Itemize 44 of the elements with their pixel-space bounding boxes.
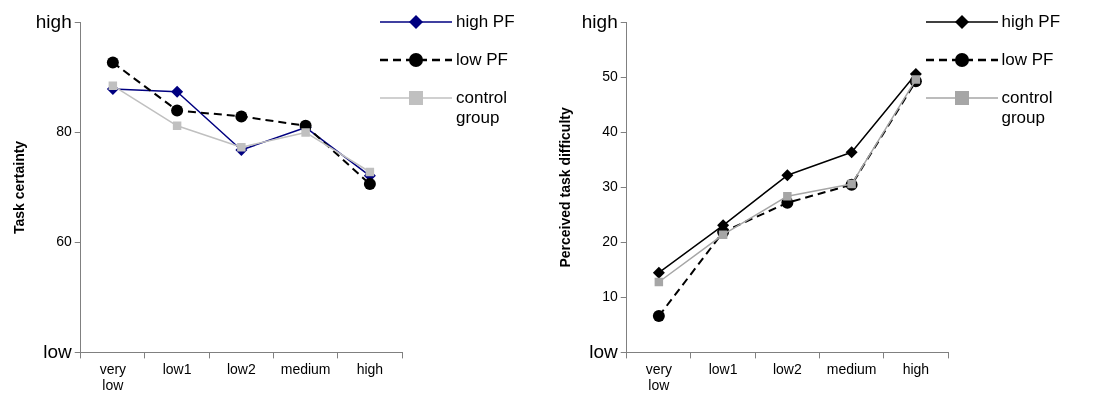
y-tick-label: high bbox=[581, 10, 618, 32]
point bbox=[235, 110, 248, 123]
point bbox=[911, 75, 920, 84]
point bbox=[171, 104, 184, 117]
point bbox=[106, 56, 119, 69]
legend-label: low PF bbox=[1001, 50, 1055, 70]
y-tick-label: 60 bbox=[56, 233, 72, 250]
y-tick-label: 20 bbox=[601, 233, 618, 250]
y-tick-label: 10 bbox=[601, 288, 618, 305]
point bbox=[845, 146, 858, 159]
x-tick-label: very low bbox=[99, 360, 127, 394]
point bbox=[780, 169, 793, 182]
point bbox=[718, 230, 727, 239]
y-axis-title: Task certainty bbox=[11, 140, 28, 234]
x-tick-label: low2 bbox=[772, 360, 802, 377]
y-tick-label: high bbox=[35, 10, 72, 32]
x-tick-label: very low bbox=[645, 360, 672, 394]
point bbox=[301, 128, 310, 137]
y-tick-label: 30 bbox=[601, 178, 618, 195]
y-tick-label: 80 bbox=[56, 123, 72, 140]
x-tick-label: high bbox=[356, 360, 384, 377]
point bbox=[108, 81, 118, 90]
x-tick-label: high bbox=[902, 360, 929, 377]
legend-label: high PF bbox=[456, 12, 516, 32]
legend-label: low PF bbox=[456, 50, 509, 70]
x-tick-label: low1 bbox=[162, 360, 192, 377]
y-tick-label: 50 bbox=[601, 68, 618, 85]
x-tick-label: low2 bbox=[226, 360, 256, 377]
point bbox=[171, 85, 184, 98]
legend-label: control group bbox=[1001, 88, 1054, 128]
legend-label: control group bbox=[456, 88, 509, 128]
y-axis-title: Perceived task difficulty bbox=[556, 107, 573, 268]
x-tick-label: medium bbox=[280, 360, 331, 377]
point bbox=[237, 143, 246, 152]
legend-label: high PF bbox=[1001, 12, 1062, 32]
point bbox=[652, 310, 665, 323]
y-tick-label: low bbox=[588, 340, 618, 362]
y-tick-label: low bbox=[43, 340, 72, 362]
y-tick-label: 40 bbox=[601, 123, 618, 140]
point bbox=[652, 266, 665, 279]
point bbox=[363, 178, 376, 191]
x-tick-label: medium bbox=[826, 360, 877, 377]
x-tick-label: low1 bbox=[708, 360, 738, 377]
point bbox=[782, 191, 792, 201]
